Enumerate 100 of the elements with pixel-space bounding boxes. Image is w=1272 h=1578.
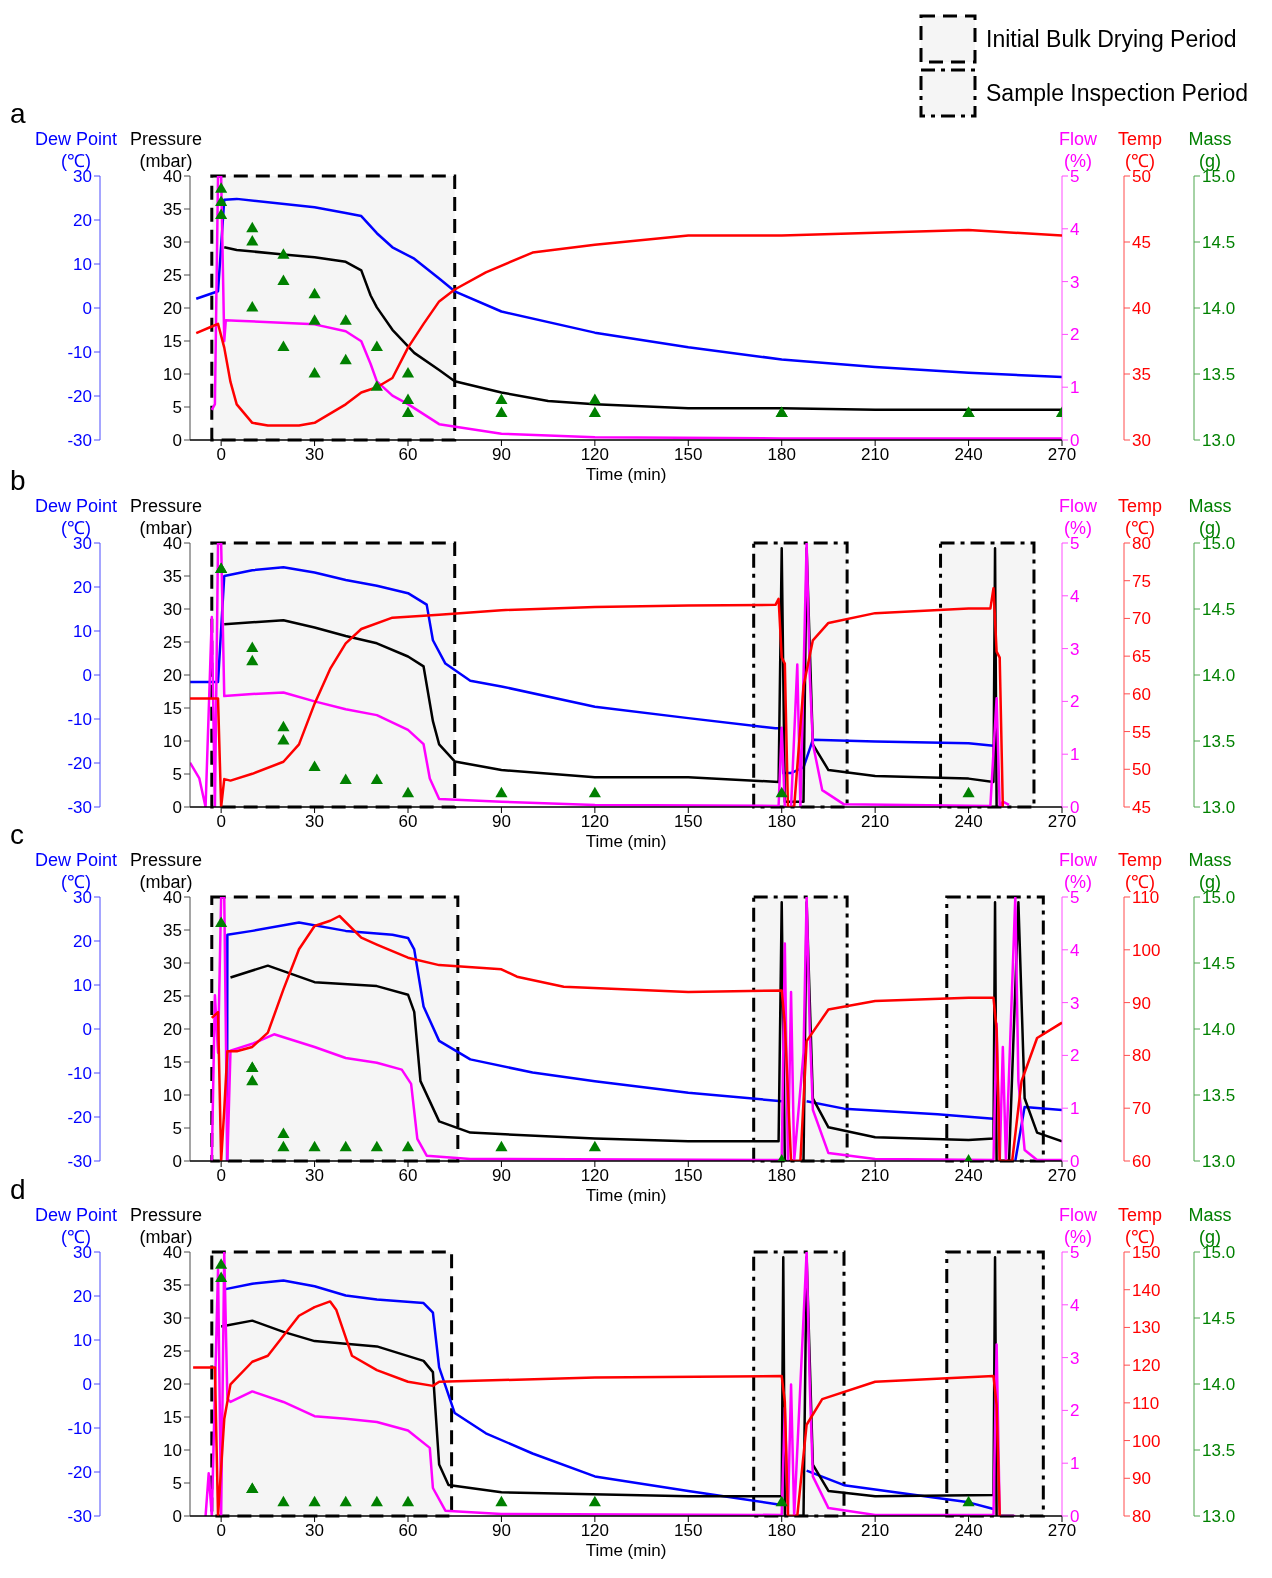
y2-tick-label: -20	[67, 387, 92, 407]
y-tick-label: 90	[1132, 1469, 1151, 1489]
y-tick-label: 90	[1132, 993, 1151, 1013]
x-tick-label: 120	[580, 1166, 610, 1186]
x-tick-label: 240	[954, 1521, 983, 1541]
x-tick-label: 210	[860, 1166, 890, 1186]
x-tick-label: 60	[398, 1521, 418, 1541]
y-tick-label: 5	[172, 765, 182, 785]
y3-tick-label: 4	[1070, 1295, 1080, 1315]
chart-title: a	[10, 98, 26, 130]
y2-tick-label: 14.5	[1202, 954, 1236, 974]
y3-tick-label: 3	[1070, 1348, 1080, 1368]
y-tick-label: 50	[1132, 760, 1151, 780]
x-axis-title: Time (min)	[585, 465, 667, 484]
y-tick-label: 30	[163, 1309, 182, 1329]
y-axis-title: Temp (℃)	[1117, 496, 1163, 538]
y2-tick-label: 0	[82, 1375, 92, 1395]
y2-tick-label: 14.0	[1202, 666, 1236, 686]
x-tick-label: 180	[767, 1166, 796, 1186]
y2-tick-label: -10	[67, 343, 92, 363]
x-tick-label: 30	[305, 445, 325, 465]
y3-tick-label: 1	[1070, 1099, 1080, 1119]
x-tick-label: 120	[580, 445, 610, 465]
x-tick-label: 180	[767, 1521, 796, 1541]
y2-tick-label: 0	[82, 1020, 92, 1040]
y2-tick-label: -20	[67, 754, 92, 774]
y-tick-label: 65	[1132, 647, 1151, 667]
band-label: Sample Inspection Period	[986, 79, 1249, 107]
y-tick-label: 100	[1132, 940, 1161, 960]
y-tick-label: 0	[172, 1152, 182, 1172]
y3-tick-label: 2	[1070, 1046, 1080, 1066]
y2-tick-label: 10	[73, 255, 92, 275]
chart-title: d	[10, 1174, 26, 1206]
y-tick-label: 35	[1132, 365, 1151, 385]
y3-tick-label: 3	[1070, 639, 1080, 659]
y-tick-label: 45	[1132, 798, 1151, 818]
x-tick-label: 30	[305, 1166, 325, 1186]
y-tick-label: 110	[1132, 1393, 1160, 1413]
y-tick-label: 25	[163, 1342, 182, 1362]
y3-tick-label: 4	[1070, 586, 1080, 606]
y-tick-label: 0	[172, 1507, 182, 1527]
x-tick-label: 0	[216, 812, 226, 832]
x-tick-label: 90	[491, 812, 511, 832]
y-tick-label: 35	[163, 1276, 182, 1296]
x-tick-label: 210	[860, 812, 890, 832]
y-tick-label: 100	[1132, 1431, 1161, 1451]
y-tick-label: 70	[1132, 1099, 1151, 1119]
x-tick-label: 90	[491, 1166, 511, 1186]
y-tick-label: 20	[163, 1375, 182, 1395]
x-tick-label: 0	[216, 445, 226, 465]
chart-title: c	[10, 819, 24, 851]
x-axis-title: Time (min)	[585, 1186, 667, 1205]
x-tick-label: 30	[305, 812, 325, 832]
x-tick-label: 240	[954, 1166, 983, 1186]
y-tick-label: 60	[1132, 684, 1151, 704]
y2-tick-label: 20	[73, 578, 92, 598]
y-tick-label: 35	[163, 921, 182, 941]
y-axis-title: Temp (℃)	[1117, 1205, 1163, 1247]
y2-tick-label: -20	[67, 1463, 92, 1483]
y2-axis-title: Dew Point (℃)	[34, 850, 118, 892]
y-tick-label: 25	[163, 633, 182, 653]
y-tick-label: 130	[1132, 1318, 1161, 1338]
y2-tick-label: -30	[67, 798, 92, 818]
y2-tick-label: 10	[73, 1331, 92, 1351]
y-tick-label: 30	[163, 600, 182, 620]
y-tick-label: 10	[163, 732, 182, 752]
y2-tick-label: 13.0	[1202, 1152, 1236, 1172]
y-tick-label: 40	[1132, 299, 1151, 319]
y2-tick-label: 10	[73, 976, 92, 996]
y-tick-label: 20	[163, 1020, 182, 1040]
x-tick-label: 90	[491, 1521, 511, 1541]
chart-title: b	[10, 465, 26, 497]
x-tick-label: 150	[674, 812, 703, 832]
y2-tick-label: 13.5	[1202, 1441, 1236, 1461]
x-tick-label: 180	[767, 812, 796, 832]
y2-tick-label: 13.5	[1202, 365, 1236, 385]
y-tick-label: 20	[163, 299, 182, 319]
y-tick-label: 75	[1132, 571, 1151, 591]
x-tick-label: 90	[491, 445, 511, 465]
y2-tick-label: 13.0	[1202, 431, 1236, 451]
y2-tick-label: -30	[67, 1152, 92, 1172]
y2-tick-label: 13.5	[1202, 732, 1236, 752]
y-tick-label: 5	[172, 1474, 182, 1494]
y3-tick-label: 4	[1070, 219, 1080, 239]
y-tick-label: 15	[163, 699, 182, 719]
y-tick-label: 5	[172, 1119, 182, 1139]
y3-tick-label: 2	[1070, 692, 1080, 712]
y2-tick-label: 13.5	[1202, 1086, 1236, 1106]
y3-tick-label: 2	[1070, 325, 1080, 345]
y-tick-label: 80	[1132, 1046, 1151, 1066]
y-tick-label: 25	[163, 987, 182, 1007]
x-tick-label: 240	[954, 812, 983, 832]
y-tick-label: 10	[163, 1086, 182, 1106]
y3-tick-label: 1	[1070, 1454, 1080, 1474]
y2-tick-label: 14.5	[1202, 1309, 1236, 1329]
y-axis-title: Temp (℃)	[1117, 850, 1163, 892]
x-tick-label: 240	[954, 445, 983, 465]
y2-tick-label: 14.5	[1202, 600, 1236, 620]
x-axis-title: Time (min)	[585, 1541, 667, 1560]
y2-tick-label: 10	[73, 622, 92, 642]
